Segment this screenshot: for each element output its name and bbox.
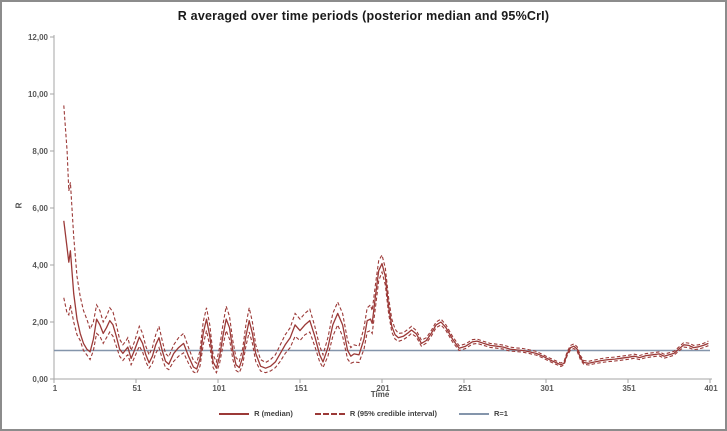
y-tick-label: 12,00 (27, 33, 48, 42)
legend-label-r-equals-1: R=1 (493, 409, 508, 418)
x-tick-label: 351 (622, 384, 636, 393)
y-tick-label: 10,00 (27, 90, 48, 99)
median-line-icon (219, 412, 250, 415)
x-tick-label: 51 (132, 384, 142, 393)
y-tick-label: 6,00 (32, 204, 48, 213)
ci-lower-line (63, 270, 709, 375)
chart-title: R averaged over time periods (posterior … (177, 9, 550, 23)
x-axis-title: Time (370, 390, 390, 399)
legend-item-credible-interval: R (95% credible interval) (314, 409, 437, 418)
ci-upper-line (63, 105, 709, 365)
legend: R (median) R (95% credible interval) R=1 (2, 409, 725, 418)
x-tick-label: 101 (212, 384, 226, 393)
x-tick-label: 301 (540, 384, 554, 393)
y-tick-label: 2,00 (32, 318, 48, 327)
x-tick-label: 151 (294, 384, 308, 393)
credible-interval-line-icon (314, 412, 345, 415)
legend-item-r-equals-1: R=1 (458, 409, 508, 418)
y-tick-label: 0,00 (32, 375, 48, 384)
r-equals-1-line-icon (458, 412, 489, 415)
y-tick-label: 8,00 (32, 147, 48, 156)
median-line (63, 220, 709, 370)
y-tick-label: 4,00 (32, 261, 48, 270)
x-tick-label: 251 (458, 384, 472, 393)
legend-item-median: R (median) (219, 409, 293, 418)
x-tick-label: 401 (704, 384, 718, 393)
x-tick-label: 1 (52, 384, 58, 393)
legend-label-credible-interval: R (95% credible interval) (349, 409, 437, 418)
x-tick-label: 201 (376, 384, 390, 393)
legend-label-median: R (median) (254, 409, 293, 418)
